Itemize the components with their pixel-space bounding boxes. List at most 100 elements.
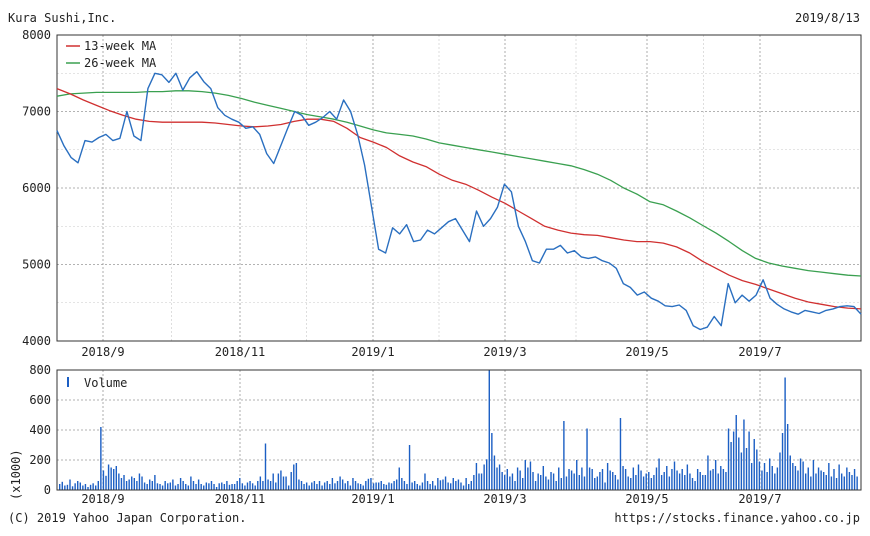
volume-bar (792, 463, 794, 490)
volume-bar (475, 463, 478, 490)
volume-bar (339, 476, 341, 490)
volume-bar (784, 377, 786, 490)
volume-bar (110, 467, 112, 490)
volume-bar (835, 478, 838, 490)
volume-bar (843, 476, 845, 490)
price-x-tick-label: 2019/5 (625, 345, 668, 359)
price-y-tick-label: 6000 (22, 181, 51, 195)
volume-bar (326, 481, 328, 490)
volume-bar (408, 445, 411, 490)
volume-bar (794, 466, 797, 490)
volume-bar (691, 478, 694, 490)
volume-bar (141, 476, 143, 490)
volume-bar (856, 476, 858, 490)
volume-bar (187, 485, 190, 490)
volume-bar (362, 485, 364, 490)
volume-bar (568, 469, 570, 490)
volume-bar (768, 458, 771, 490)
volume-bar (761, 470, 763, 490)
volume-bar (71, 486, 74, 491)
volume-bar (717, 473, 719, 490)
volume-bar (804, 473, 807, 490)
volume-bar (154, 475, 156, 490)
volume-bar (377, 482, 380, 490)
volume-bar (606, 463, 609, 490)
volume-bar (241, 483, 244, 491)
volume-bar (617, 479, 619, 490)
volume-bar (87, 487, 89, 490)
volume-bar (264, 443, 267, 490)
volume-bar (776, 467, 779, 490)
volume-y-axis: 0 200 400 600 800 (29, 363, 51, 497)
volume-bar (622, 466, 624, 490)
volume-bar (807, 467, 809, 490)
volume-bar (493, 455, 496, 490)
volume-bar (519, 470, 521, 490)
volume-bar (506, 469, 508, 490)
volume-bar (280, 470, 282, 490)
volume-bar (833, 469, 835, 490)
volume-bar (774, 473, 776, 490)
volume-bar (285, 476, 287, 490)
volume-bar (802, 461, 804, 490)
volume-bar (246, 482, 249, 490)
volume-bar (555, 481, 557, 490)
volume-bar (468, 484, 470, 490)
volume-bar (293, 464, 295, 490)
volume-bar (522, 478, 524, 490)
volume-bar (401, 478, 403, 490)
volume-bar (308, 485, 310, 490)
volume-bar (727, 428, 730, 490)
volume-bar (298, 479, 300, 490)
volume-bar (421, 482, 424, 490)
volume-bar (323, 482, 326, 490)
volume-bar (763, 463, 766, 490)
volume-bar (123, 475, 125, 490)
volume-frame (56, 369, 862, 491)
volume-bar (635, 475, 637, 490)
volume-bar (650, 478, 653, 490)
volume-bar (501, 472, 503, 490)
volume-bar (262, 481, 264, 490)
volume-bar (143, 482, 146, 490)
volume-bar (822, 472, 825, 490)
volume-bar (578, 475, 581, 490)
volume-bar (504, 475, 506, 490)
volume-bar (444, 476, 447, 490)
volume-bar (609, 470, 611, 490)
volume-bar (630, 478, 632, 490)
volume-bar (756, 449, 758, 490)
price-legend: 13-week MA 26-week MA (66, 39, 157, 70)
volume-x-tick-label: 2018/11 (215, 492, 266, 506)
volume-bar (591, 469, 593, 490)
volume-bar (177, 484, 179, 490)
volume-bar (632, 467, 635, 490)
volume-bar (596, 476, 599, 490)
volume-bar (92, 483, 94, 491)
volume-y-tick-label: 200 (29, 453, 51, 467)
volume-bar (120, 478, 123, 490)
volume-bar (627, 476, 629, 490)
volume-bar (231, 484, 233, 490)
price-x-tick-label: 2019/1 (351, 345, 394, 359)
price-frame (56, 34, 862, 342)
volume-bar (812, 460, 815, 490)
volume-bar (84, 484, 87, 490)
volume-bar (496, 467, 498, 490)
price-series-lines (56, 70, 862, 331)
volume-bar (696, 469, 699, 490)
volume-bar (781, 433, 784, 490)
volume-bar (599, 472, 601, 490)
volume-bar (354, 481, 357, 490)
volume-y-tick-label: 600 (29, 393, 51, 407)
volume-bar (233, 484, 236, 490)
volume-bar (190, 476, 192, 490)
volume-bar (334, 483, 336, 491)
volume-bar (118, 473, 120, 490)
volume-bar (560, 478, 563, 490)
volume-bar (524, 460, 526, 490)
volume-bar (720, 466, 722, 490)
volume-bar (527, 467, 529, 490)
volume-bar (372, 483, 375, 491)
volume-bar (79, 482, 81, 490)
